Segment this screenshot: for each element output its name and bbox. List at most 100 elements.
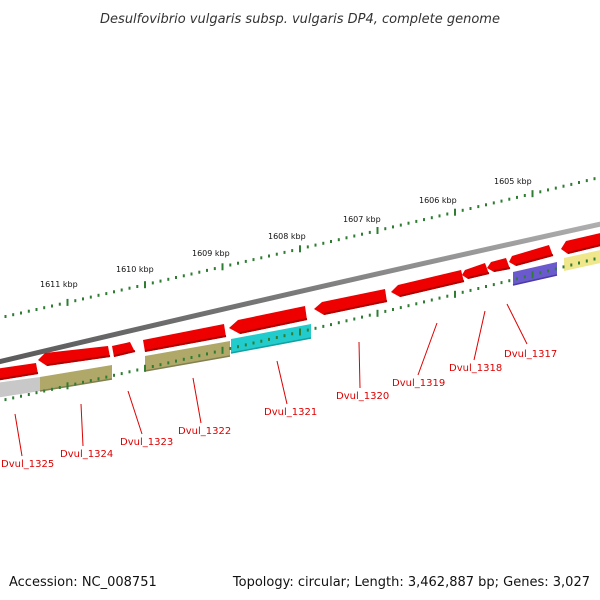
scale-dot	[539, 271, 542, 275]
scale-dot	[446, 212, 449, 216]
gene-label: Dvul_1318	[449, 363, 502, 374]
scale-dot	[407, 304, 410, 308]
scale-dot	[120, 372, 123, 376]
scale-dot	[20, 311, 22, 315]
leader-line	[80, 403, 84, 447]
scale-dot	[345, 319, 348, 323]
gene-track-outer	[0, 233, 600, 381]
scale-dot	[35, 391, 38, 395]
scale-dot	[213, 350, 216, 354]
scale-dot	[461, 290, 464, 294]
scale-dot	[206, 352, 208, 356]
scale-dot	[291, 249, 294, 253]
gene-label: Dvul_1317	[504, 349, 557, 360]
category-bar-purple	[513, 262, 557, 285]
scale-dot	[508, 197, 511, 201]
scale-dot	[368, 230, 371, 234]
scale-dot	[500, 199, 503, 203]
scale-dot	[105, 375, 108, 379]
category-bar-olive	[40, 365, 112, 391]
scale-dot	[337, 238, 340, 242]
gene-label: Dvul_1319	[392, 378, 445, 389]
kbp-label-1606: 1606 kbp	[419, 196, 457, 205]
scale-tick	[376, 227, 379, 234]
leader-line	[192, 377, 202, 424]
category-shadow	[230, 337, 312, 354]
scale-dot	[399, 306, 402, 310]
scale-dot	[159, 279, 162, 283]
scale-dot	[51, 304, 53, 308]
scale-dot	[12, 313, 15, 317]
scale-dot	[423, 300, 425, 304]
scale-dot	[12, 396, 15, 400]
scale-dot	[492, 201, 495, 205]
scale-dot	[175, 359, 177, 363]
scale-dot	[353, 317, 356, 321]
scale-dot	[237, 261, 239, 265]
scale-dot	[128, 286, 131, 290]
scale-dot	[244, 259, 247, 263]
gene-label: Dvul_1320	[336, 391, 389, 402]
scale-dot	[368, 313, 371, 317]
gene-label: Dvul_1324	[60, 449, 113, 460]
gene-track-inner	[0, 250, 600, 398]
scale-dot	[120, 288, 123, 292]
gene-label: Dvul_1322	[178, 426, 231, 437]
scale-dot	[392, 308, 394, 311]
category-bar-cyan	[231, 324, 311, 353]
outer-scale-ring	[4, 177, 596, 318]
scale-dot	[361, 315, 363, 319]
scale-dot	[306, 245, 309, 249]
scale-dot	[182, 274, 185, 278]
scale-dot	[260, 339, 263, 343]
scale-dot	[485, 203, 487, 207]
scale-dot	[554, 267, 557, 271]
scale-dot	[20, 394, 22, 398]
scale-dot	[562, 265, 565, 269]
kbp-label-1608: 1608 kbp	[268, 232, 306, 241]
scale-dot	[291, 332, 294, 336]
scale-dot	[446, 294, 449, 298]
scale-dot	[35, 308, 38, 311]
scale-dot	[213, 267, 216, 271]
gene-arrow	[509, 245, 553, 266]
scale-tick	[531, 271, 534, 279]
scale-dot	[74, 382, 77, 386]
scale-dot	[562, 184, 565, 188]
kbp-label-1611: 1611 kbp	[40, 280, 78, 289]
scale-dot	[167, 361, 170, 365]
kbp-label-1609: 1609 kbp	[192, 249, 230, 258]
scale-dot	[82, 380, 84, 384]
scale-dot	[58, 386, 61, 389]
scale-dot	[27, 393, 30, 396]
scale-labels: 1611 kbp 1610 kbp 1609 kbp 1608 kbp 1607…	[40, 177, 532, 289]
scale-dot	[151, 365, 154, 368]
leader-line	[276, 360, 288, 405]
scale-dot	[337, 321, 340, 325]
category-shadow	[512, 274, 558, 286]
scale-tick	[144, 281, 146, 289]
scale-dot	[198, 270, 201, 274]
scale-dot	[43, 306, 46, 310]
leader-line	[14, 413, 23, 457]
scale-dot	[275, 336, 278, 339]
scale-dot	[415, 219, 418, 223]
scale-dot	[89, 295, 92, 299]
scale-dot	[159, 363, 162, 367]
scale-dot	[229, 347, 232, 350]
scale-dot	[330, 240, 332, 243]
scale-dot	[260, 256, 263, 260]
gene-label: Dvul_1321	[264, 407, 317, 418]
scale-dot	[97, 377, 100, 381]
map-title: Desulfovibrio vulgaris subsp. vulgaris D…	[100, 12, 500, 27]
gene-arrow	[229, 306, 307, 334]
scale-dot	[384, 227, 387, 231]
scale-dot	[492, 283, 495, 287]
gene-arrow	[391, 270, 464, 297]
scale-dot	[198, 354, 201, 358]
gene-arrow	[314, 289, 387, 315]
scale-dot	[438, 214, 441, 218]
scale-dot	[74, 299, 77, 303]
scale-dot	[593, 177, 596, 181]
scale-dot	[384, 309, 387, 313]
